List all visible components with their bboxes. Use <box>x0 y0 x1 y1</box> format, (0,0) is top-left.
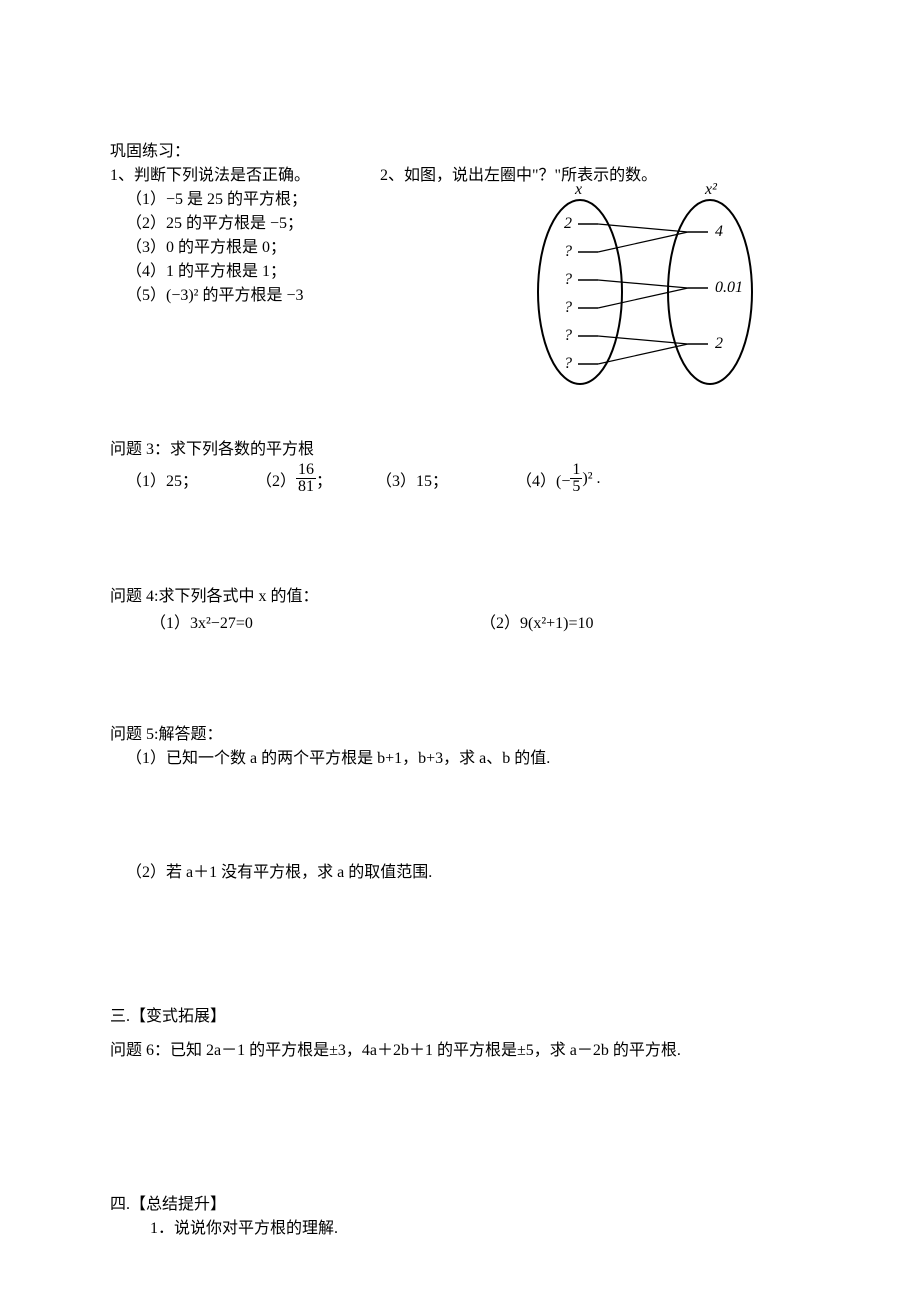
mapping-diagram: x x² 2 ? ? ? ? ? 4 0.01 2 <box>480 180 780 390</box>
q3-item-2: （2） 1681 ； <box>256 462 376 495</box>
svg-text:?: ? <box>564 327 572 344</box>
q4-item-2: （2）9(x²+1)=10 <box>480 609 594 633</box>
q1-item: （3）0 的平方根是 0； <box>110 236 410 260</box>
q3-item-4: （4）(− 15 )² . <box>516 462 600 495</box>
q4-items-row: （1）3x²−27=0 （2）9(x²+1)=10 <box>110 609 810 633</box>
svg-text:?: ? <box>564 271 572 288</box>
practice-title: 巩固练习： <box>110 140 410 164</box>
svg-text:?: ? <box>564 243 572 260</box>
diagram-right-items: 4 0.01 2 <box>715 223 743 352</box>
section4-title: 四.【总结提升】 <box>110 1193 810 1217</box>
diagram-left-label: x <box>574 181 582 198</box>
left-ticks <box>578 224 598 364</box>
s4-item-1: 1．说说你对平方根的理解. <box>110 1217 810 1241</box>
q1-title: 1、判断下列说法是否正确。 <box>110 164 410 188</box>
q1-item: （2）25 的平方根是 −5； <box>110 212 410 236</box>
q1-item: （4）1 的平方根是 1； <box>110 260 410 284</box>
svg-text:2: 2 <box>715 335 723 352</box>
diagram-right-label: x² <box>704 181 718 198</box>
q3-title: 问题 3：求下列各数的平方根 <box>110 438 810 462</box>
right-ticks <box>688 232 708 344</box>
q1-item: （1）−5 是 25 的平方根； <box>110 188 410 212</box>
diagram-left-items: 2 ? ? ? ? ? <box>564 215 572 372</box>
q4-title: 问题 4:求下列各式中 x 的值： <box>110 585 810 609</box>
q3-items-row: （1）25； （2） 1681 ； （3）15； （4）(− 15 )² . <box>110 462 810 495</box>
svg-text:?: ? <box>564 299 572 316</box>
q5-item-2: （2）若 a＋1 没有平方根，求 a 的取值范围. <box>110 861 810 885</box>
left-ellipse <box>538 200 622 384</box>
q1-item: （5）(−3)² 的平方根是 −3 <box>110 284 410 308</box>
svg-text:2: 2 <box>564 215 572 232</box>
q4-item-1: （1）3x²−27=0 <box>110 609 480 633</box>
q5-item-1: （1）已知一个数 a 的两个平方根是 b+1，b+3，求 a、b 的值. <box>110 747 810 771</box>
q6-text: 问题 6：已知 2a－1 的平方根是±3，4a＋2b＋1 的平方根是±5，求 a… <box>110 1039 810 1063</box>
q3-item-1: （1）25； <box>126 467 256 491</box>
section3-title: 三.【变式拓展】 <box>110 1005 810 1029</box>
svg-text:0.01: 0.01 <box>715 279 743 296</box>
svg-text:?: ? <box>564 355 572 372</box>
q3-item-3: （3）15； <box>376 467 516 491</box>
q5-title: 问题 5:解答题： <box>110 723 810 747</box>
svg-text:4: 4 <box>715 223 723 240</box>
